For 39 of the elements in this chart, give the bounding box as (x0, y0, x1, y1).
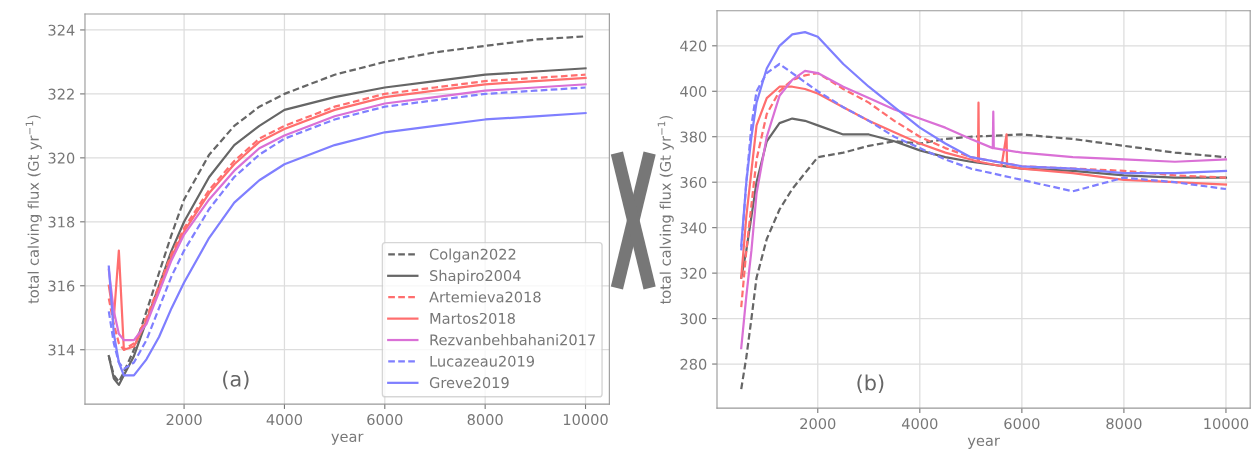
x-axis-title: year (967, 437, 1000, 449)
legend-label: Martos2018 (430, 312, 515, 324)
x-tick-label: 8000 (467, 414, 503, 426)
legend-label: Shapiro2004 (430, 269, 521, 284)
y-tick-label: 280 (680, 358, 707, 370)
x-tick-label: 4000 (901, 418, 938, 430)
y-tick-label: 322 (48, 88, 74, 100)
y-tick-label: 320 (680, 267, 707, 279)
y-tick-label: 400 (680, 85, 707, 98)
y-tick-label: 320 (48, 152, 75, 164)
line-series (740, 31, 1228, 247)
legend-label: Colgan2022 (429, 248, 516, 263)
legend-label: Rezvanbehbahani2017 (430, 334, 595, 346)
annotation: (a) (223, 370, 249, 390)
line-series (740, 69, 1228, 350)
y-tick-label: 420 (680, 40, 707, 52)
y-axis-title: total calving flux (Gt yr$^{−1}$) (25, 115, 42, 304)
x-tick-label: 6000 (1004, 418, 1040, 430)
x-tick-label: 2000 (166, 414, 202, 426)
x-axis-title: year (331, 433, 364, 445)
y-tick-label: 360 (680, 176, 707, 188)
y-tick-label: 314 (48, 344, 75, 356)
y-tick-label: 380 (680, 131, 707, 143)
y-axis-title: total calving flux (Gt yr$^{−1}$) (657, 115, 674, 305)
x-tick-label: 10000 (563, 414, 608, 426)
legend-label: Lucazeau2019 (430, 355, 535, 367)
annotation: (b) (857, 374, 884, 394)
x-tick-label: 4000 (266, 414, 303, 426)
legend-label: Greve2019 (429, 377, 509, 389)
x-tick-label: 2000 (800, 418, 836, 430)
y-tick-label: 316 (48, 280, 75, 292)
x-tick-label: 8000 (1106, 418, 1142, 430)
y-tick-label: 340 (680, 222, 707, 234)
y-tick-label: 324 (48, 24, 75, 36)
y-tick-label: 300 (680, 313, 707, 325)
x-tick-label: 6000 (367, 414, 403, 426)
x-tick-label: 10000 (1204, 418, 1249, 430)
legend-label: Artemieva2018 (429, 291, 541, 303)
y-tick-label: 318 (48, 216, 75, 228)
